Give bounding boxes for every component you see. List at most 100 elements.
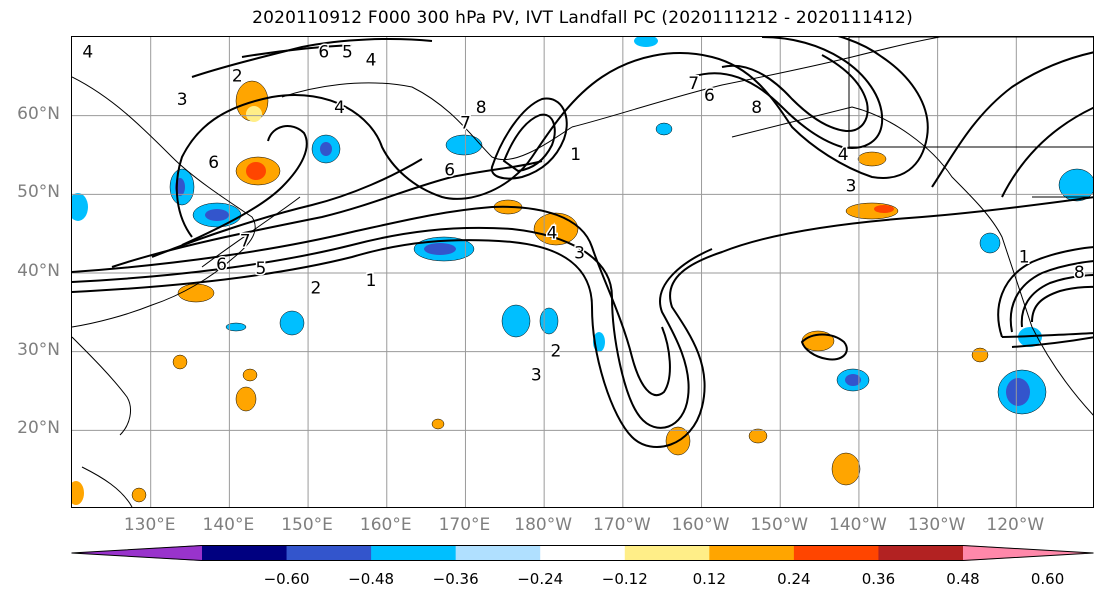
colorbar-tick-label: 0.24 bbox=[777, 570, 811, 588]
contour-label: 2 bbox=[311, 279, 322, 299]
contour-label: 3 bbox=[177, 90, 188, 110]
longitude-label: 180°W bbox=[514, 515, 573, 535]
ivt-contour-14 bbox=[997, 246, 1093, 338]
ivt-contour-2 bbox=[72, 226, 713, 429]
kamchatka-coastline bbox=[281, 82, 573, 161]
ivt-contour-15 bbox=[1009, 260, 1093, 333]
colorbar-tick-label: −0.36 bbox=[432, 570, 479, 588]
longitude-label: 140°W bbox=[829, 515, 887, 535]
pv-negative-anomaly bbox=[655, 122, 673, 136]
contour-label: 8 bbox=[476, 98, 487, 118]
contour-label: 1 bbox=[1019, 247, 1030, 267]
contour-label: 3 bbox=[846, 176, 857, 196]
colorbar-segment bbox=[624, 545, 710, 561]
contour-label: 4 bbox=[366, 51, 377, 71]
colorbar-tick-label: 0.36 bbox=[861, 570, 896, 588]
ivt-contour-19 bbox=[1011, 336, 1093, 348]
colorbar-segment bbox=[455, 545, 541, 561]
ivt-contour-6 bbox=[181, 125, 308, 246]
contour-label: 3 bbox=[574, 243, 585, 263]
colorbar-outline bbox=[71, 545, 1094, 561]
ivt-contour-4 bbox=[111, 160, 543, 268]
colorbar bbox=[71, 545, 1094, 561]
north-america-coastline bbox=[731, 106, 1093, 416]
ivt-contour-11 bbox=[721, 54, 869, 133]
contour-label: 4 bbox=[82, 43, 93, 63]
coastlines bbox=[72, 37, 1093, 507]
pv-negative-anomaly bbox=[205, 209, 229, 221]
pv-positive-anomaly bbox=[748, 428, 768, 444]
pv-negative-anomaly bbox=[1058, 168, 1093, 202]
latitude-label: 50°N bbox=[17, 182, 60, 203]
pv-negative-anomaly bbox=[72, 193, 88, 221]
pv-positive-anomaly bbox=[235, 386, 257, 412]
contour-label: 5 bbox=[255, 259, 266, 279]
pv-positive-anomaly bbox=[246, 106, 262, 122]
contour-label: 8 bbox=[1074, 263, 1085, 283]
contour-label: 5 bbox=[342, 43, 353, 63]
contour-label: 4 bbox=[838, 145, 849, 165]
contour-label: 7 bbox=[460, 114, 471, 134]
contour-label: 1 bbox=[570, 145, 581, 165]
colorbar-tick-label: 0.60 bbox=[1030, 570, 1065, 588]
contour-label: 8 bbox=[751, 98, 762, 118]
contour-label: 4 bbox=[334, 98, 345, 118]
contour-label: 6 bbox=[444, 161, 455, 181]
contour-label: 6 bbox=[704, 86, 715, 106]
longitude-label: 120°W bbox=[986, 515, 1045, 535]
longitude-label: 170°W bbox=[592, 515, 651, 535]
contour-label: 6 bbox=[208, 153, 219, 173]
ivt-contour-20 bbox=[1001, 106, 1093, 198]
ivt-contour-18 bbox=[1001, 332, 1093, 338]
colorbar-tick-label: −0.24 bbox=[517, 570, 564, 588]
longitude-label: 130°E bbox=[123, 515, 176, 535]
colorbar-segment bbox=[709, 545, 795, 561]
contour-label: 6 bbox=[216, 255, 227, 275]
ivt-contour-3 bbox=[72, 205, 671, 397]
colorbar-segment bbox=[793, 545, 879, 561]
contour-label: 7 bbox=[688, 74, 699, 94]
chart-title: 2020110912 F000 300 hPa PV, IVT Landfall… bbox=[252, 8, 913, 28]
pv-strong-positive-anomaly bbox=[874, 205, 894, 213]
colorbar-tick-label: −0.60 bbox=[263, 570, 310, 588]
alaska-coastline bbox=[571, 37, 943, 128]
colorbar-extend-low bbox=[71, 545, 202, 561]
ivt-contour-17 bbox=[1031, 285, 1093, 323]
longitude-label: 160°E bbox=[359, 515, 412, 535]
pv-positive-anomaly bbox=[131, 487, 147, 503]
longitude-label: 170°E bbox=[438, 515, 491, 535]
colorbar-segment bbox=[286, 545, 372, 561]
colorbar-segment bbox=[371, 545, 457, 561]
pv-positive-anomaly bbox=[72, 481, 84, 505]
pv-negative-anomaly bbox=[445, 134, 483, 156]
longitude-label: 130°W bbox=[907, 515, 966, 535]
contour-label: 4 bbox=[547, 224, 558, 244]
pv-negative-anomaly bbox=[634, 37, 658, 47]
border-lines bbox=[848, 37, 1093, 148]
contour-label: 2 bbox=[232, 66, 243, 86]
japan-coastline bbox=[201, 196, 301, 268]
contour-label: 2 bbox=[551, 342, 562, 362]
pv-positive-anomaly bbox=[242, 368, 258, 382]
pv-negative-anomaly bbox=[539, 307, 559, 335]
china-coastline bbox=[72, 336, 131, 436]
latitude-label: 20°N bbox=[17, 418, 60, 439]
ivt-contour-7 bbox=[175, 37, 929, 238]
ivt-contour-13 bbox=[241, 44, 353, 58]
longitude-label: 150°W bbox=[750, 515, 809, 535]
colorbar-segment bbox=[202, 545, 288, 561]
ivt-contour-8 bbox=[490, 97, 568, 180]
latitude-label: 30°N bbox=[17, 339, 60, 360]
ivt-contour-10 bbox=[691, 37, 884, 149]
ivt-contours bbox=[72, 37, 1093, 448]
pv-negative-anomaly bbox=[320, 142, 332, 156]
pv-positive-anomaly bbox=[172, 354, 188, 370]
pv-negative-anomaly bbox=[501, 304, 531, 338]
colorbar-tick-label: −0.48 bbox=[348, 570, 395, 588]
ivt-contour-9 bbox=[502, 113, 556, 173]
latitude-label: 40°N bbox=[17, 261, 60, 281]
pv-positive-anomaly bbox=[431, 418, 445, 430]
